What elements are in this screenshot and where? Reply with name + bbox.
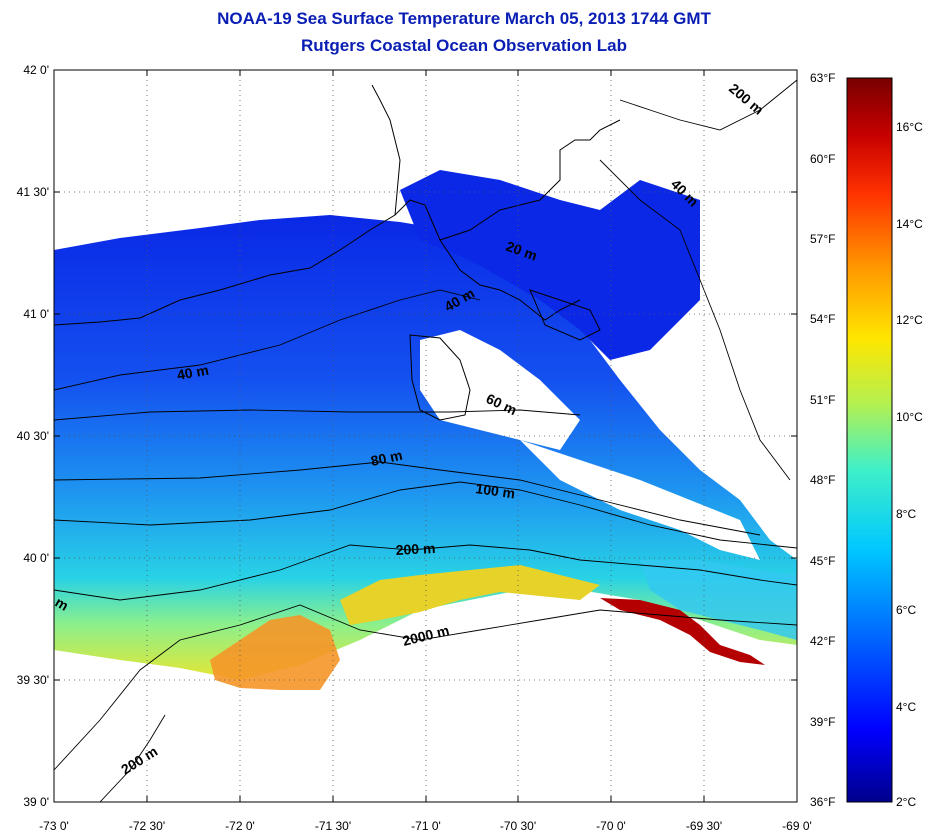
sst-gulf-stream-warm — [210, 615, 340, 690]
lat-label: 42 0' — [23, 63, 49, 77]
map-title: NOAA-19 Sea Surface Temperature March 05… — [217, 9, 711, 28]
temp-c-label: 4°C — [896, 700, 916, 714]
lon-label: -73 0' — [39, 819, 69, 833]
temp-f-label: 54°F — [810, 312, 835, 326]
lat-label: 40 30' — [17, 429, 49, 443]
temp-c-label: 2°C — [896, 795, 916, 809]
temp-f-label: 63°F — [810, 71, 835, 85]
temp-c-label: 14°C — [896, 217, 923, 231]
lat-label: 39 30' — [17, 673, 49, 687]
sst-northeast-patches — [400, 170, 700, 360]
sst-field — [54, 170, 797, 690]
contour-label: 40 m — [176, 362, 210, 383]
contour-label: 80 m — [369, 447, 404, 469]
temp-c-label: 16°C — [896, 120, 923, 134]
sst-gulf-stream-yellow — [340, 565, 600, 625]
coastline — [54, 84, 621, 421]
contour-ne-shelf — [599, 159, 791, 481]
temp-f-label: 36°F — [810, 795, 835, 809]
contour-40m — [54, 289, 481, 391]
lat-label: 41 0' — [23, 307, 49, 321]
colorbar-fahrenheit-labels: 63°F 60°F 57°F 54°F 51°F 48°F 45°F 42°F … — [810, 71, 835, 809]
latitude-labels: 42 0' 41 30' 41 0' 40 30' 40 0' 39 30' 3… — [17, 63, 49, 809]
lon-label: -70 30' — [500, 819, 536, 833]
temp-c-label: 6°C — [896, 603, 916, 617]
lon-label: -70 0' — [596, 819, 626, 833]
map-subtitle: Rutgers Coastal Ocean Observation Lab — [301, 36, 627, 55]
sst-hot-filament — [600, 598, 765, 665]
graticule — [54, 70, 797, 802]
colorbar — [846, 77, 893, 803]
sst-white-cloud-gap-2 — [520, 440, 760, 560]
temp-f-label: 42°F — [810, 634, 835, 648]
contour-label: 100 m — [475, 480, 517, 501]
contour-200m — [54, 544, 797, 601]
contour-100m — [54, 481, 797, 549]
axis-ticks — [53, 70, 798, 802]
temp-f-label: 48°F — [810, 473, 835, 487]
lon-label: -72 0' — [225, 819, 255, 833]
contour-label: 200 m — [395, 540, 435, 558]
lat-label: 41 30' — [17, 185, 49, 199]
lon-label: -69 0' — [782, 819, 812, 833]
longitude-labels: -73 0' -72 30' -72 0' -71 30' -71 0' -70… — [39, 819, 812, 833]
temp-f-label: 45°F — [810, 554, 835, 568]
sst-main-water — [54, 215, 797, 680]
contour-200m-ne — [619, 79, 797, 131]
temp-c-label: 8°C — [896, 507, 916, 521]
contour-60m — [54, 409, 581, 421]
temp-f-label: 51°F — [810, 393, 835, 407]
lon-label: -72 30' — [129, 819, 165, 833]
contour-80m — [54, 461, 761, 536]
lon-label: -71 30' — [315, 819, 351, 833]
lat-label: 40 0' — [23, 551, 49, 565]
lon-label: -69 30' — [686, 819, 722, 833]
colorbar-celsius-labels: 16°C 14°C 12°C 10°C 8°C 6°C 4°C 2°C — [896, 120, 923, 809]
temp-f-label: 39°F — [810, 715, 835, 729]
temp-f-label: 57°F — [810, 232, 835, 246]
temp-f-label: 60°F — [810, 152, 835, 166]
contour-label: 200 m — [726, 80, 767, 118]
temp-c-label: 10°C — [896, 410, 923, 424]
contour-label: 200 m — [118, 743, 160, 778]
lat-label: 39 0' — [23, 795, 49, 809]
contour-200m-sw — [99, 714, 166, 802]
temp-c-label: 12°C — [896, 313, 923, 327]
lon-label: -71 0' — [411, 819, 441, 833]
